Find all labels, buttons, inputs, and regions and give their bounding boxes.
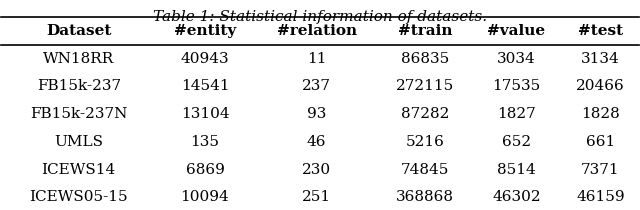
Text: Table 1: Statistical information of datasets.: Table 1: Statistical information of data… [153, 10, 487, 25]
